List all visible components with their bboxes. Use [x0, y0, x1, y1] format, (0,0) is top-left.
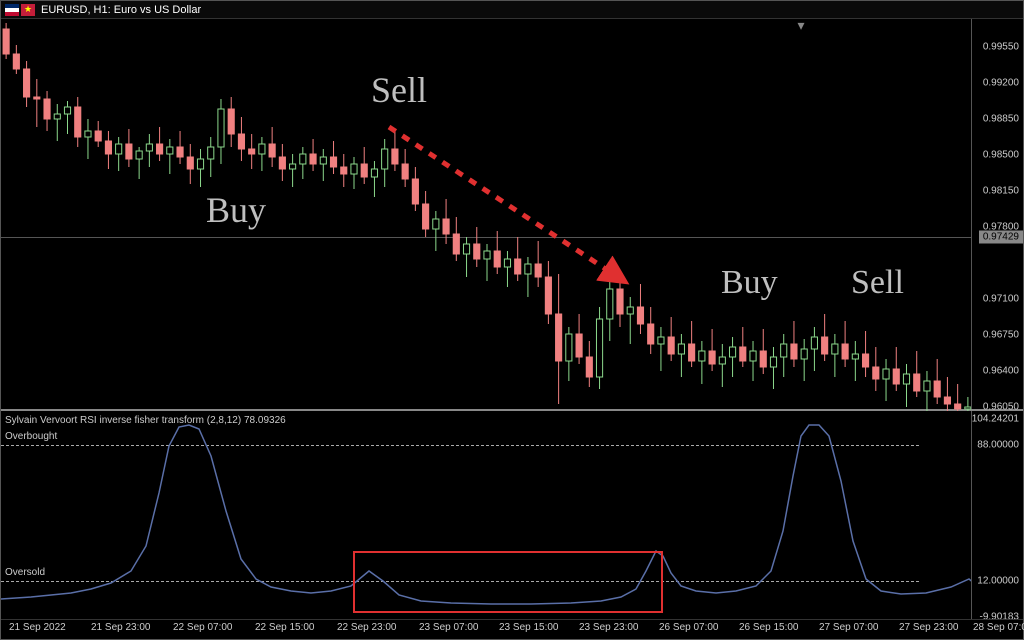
- us-flag-icon: ★: [21, 4, 35, 16]
- indicator-y-axis: 104.2420188.0000012.00000-9.90183: [971, 411, 1023, 619]
- indicator-line-svg: [1, 411, 973, 619]
- indicator-y-tick: 104.24201: [972, 414, 1019, 425]
- time-x-axis: 21 Sep 2022 21 Sep 23:00 22 Sep 07:00 22 Se…: [1, 619, 1023, 639]
- indicator-y-tick: 88.00000: [977, 440, 1019, 451]
- chart-header: ★ EURUSD, H1: Euro vs US Dollar: [1, 1, 1023, 19]
- y-tick-label: 0.98500: [983, 150, 1019, 161]
- y-tick-label: 0.96750: [983, 330, 1019, 341]
- x-tick-label: 22 Sep 07:00: [173, 622, 233, 633]
- indicator-panel[interactable]: Sylvain Vervoort RSI inverse fisher tran…: [1, 411, 1023, 619]
- x-tick-label: 21 Sep 23:00: [91, 622, 151, 633]
- x-tick-label: 22 Sep 23:00: [337, 622, 397, 633]
- eu-flag-icon: [5, 4, 19, 16]
- y-tick-label: 0.98850: [983, 114, 1019, 125]
- y-tick-label: 0.99200: [983, 78, 1019, 89]
- x-tick-label: 23 Sep 23:00: [579, 622, 639, 633]
- price-y-axis: 0.97429 0.995500.992000.988500.985000.98…: [971, 19, 1023, 409]
- indicator-area[interactable]: Sylvain Vervoort RSI inverse fisher tran…: [1, 411, 971, 619]
- y-tick-label: 0.97100: [983, 294, 1019, 305]
- x-tick-label: 27 Sep 23:00: [899, 622, 959, 633]
- chart-title: EURUSD, H1: Euro vs US Dollar: [41, 4, 201, 16]
- candle-area[interactable]: [1, 19, 971, 409]
- y-tick-label: 0.97800: [983, 222, 1019, 233]
- candlestick-svg: [1, 19, 973, 411]
- header-icons: ★: [5, 4, 35, 16]
- x-tick-label: 26 Sep 15:00: [739, 622, 799, 633]
- y-tick-label: 0.99550: [983, 42, 1019, 53]
- x-tick-label: 28 Sep 07:00: [973, 622, 1024, 633]
- y-tick-label: 0.98150: [983, 186, 1019, 197]
- x-tick-label: 22 Sep 15:00: [255, 622, 315, 633]
- x-tick-label: 23 Sep 07:00: [419, 622, 479, 633]
- x-tick-label: 26 Sep 07:00: [659, 622, 719, 633]
- price-chart[interactable]: ▾ SellBuyBuySell 0.97429 0.995500.992000…: [1, 19, 1023, 411]
- indicator-y-tick: 12.00000: [977, 576, 1019, 587]
- x-tick-label: 23 Sep 15:00: [499, 622, 559, 633]
- y-tick-label: 0.96400: [983, 366, 1019, 377]
- x-tick-label: 27 Sep 07:00: [819, 622, 879, 633]
- x-tick-label: 21 Sep 2022: [9, 622, 66, 633]
